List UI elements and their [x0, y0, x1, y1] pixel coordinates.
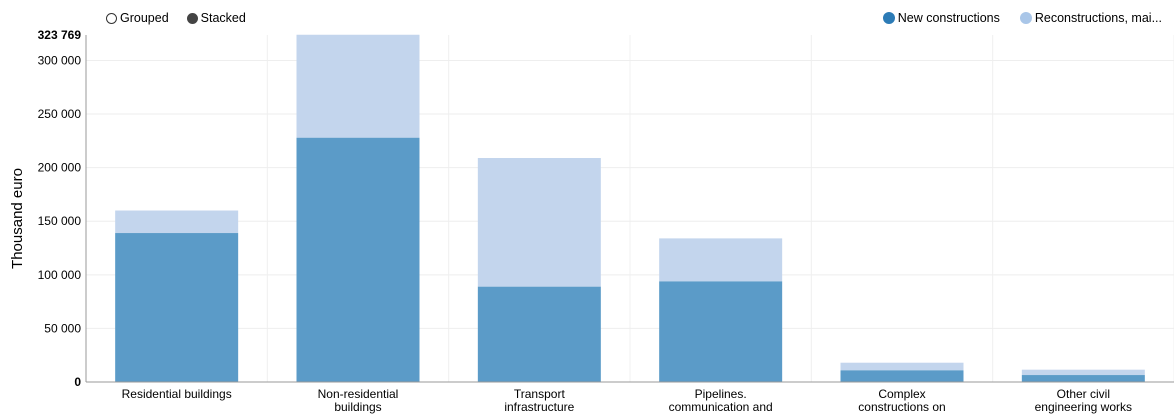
grouped-label: Grouped [120, 11, 169, 25]
bar-reconstructions[interactable] [115, 210, 239, 234]
grouped-radio[interactable] [106, 12, 117, 24]
x-category-label: Non-residential [318, 387, 399, 401]
x-category-label: Residential buildings [122, 387, 232, 401]
stacked-option[interactable]: Stacked [186, 11, 246, 25]
x-category-label: infrastructure [504, 400, 574, 414]
bar-new-constructions[interactable] [296, 137, 420, 382]
y-tick-label: 100 000 [38, 268, 82, 282]
chart-legend: New constructions Reconstructions, mai..… [882, 11, 1162, 25]
bar-reconstructions[interactable] [1021, 369, 1145, 376]
y-tick-label: 150 000 [38, 214, 82, 228]
y-tick-label: 200 000 [38, 161, 82, 175]
bar-new-constructions[interactable] [1021, 375, 1145, 382]
legend-item-new-constructions[interactable]: New constructions [882, 11, 1000, 25]
x-category-label: Transport [514, 387, 566, 401]
y-axis-title: Thousand euro [9, 168, 26, 269]
x-category-label: buildings [334, 400, 381, 414]
y-max-label: 323 769 [38, 28, 82, 42]
stacked-label: Stacked [200, 11, 246, 25]
bar-reconstructions[interactable] [296, 34, 420, 138]
bar-new-constructions[interactable] [659, 281, 783, 382]
stacked-radio[interactable] [186, 12, 198, 24]
x-category-label: Other civil [1057, 387, 1110, 401]
bar-reconstructions[interactable] [659, 238, 783, 282]
bar-new-constructions[interactable] [115, 233, 239, 382]
legend-swatch-reconstructions [1019, 12, 1032, 24]
legend-swatch-new-constructions [882, 12, 895, 24]
bar-reconstructions[interactable] [840, 362, 964, 371]
legend-label-new-constructions: New constructions [897, 11, 1000, 25]
bar-new-constructions[interactable] [840, 370, 964, 382]
layout-toggle: Grouped Stacked [106, 11, 246, 25]
y-tick-label: 250 000 [38, 107, 82, 121]
x-category-label: engineering works [1035, 400, 1132, 414]
legend-item-reconstructions[interactable]: Reconstructions, mai... [1019, 11, 1162, 25]
x-category-label: constructions on [858, 400, 945, 414]
grouped-option[interactable]: Grouped [106, 11, 169, 25]
y-tick-label: 0 [74, 375, 81, 389]
y-tick-label: 300 000 [38, 53, 82, 67]
x-category-label: Pipelines. [695, 387, 747, 401]
bar-new-constructions[interactable] [477, 286, 601, 382]
legend-label-reconstructions: Reconstructions, mai... [1034, 11, 1162, 25]
x-category-label: communication and [669, 400, 773, 414]
x-category-label: Complex [878, 387, 925, 401]
bar-reconstructions[interactable] [477, 158, 601, 287]
y-tick-label: 50 000 [44, 321, 81, 335]
